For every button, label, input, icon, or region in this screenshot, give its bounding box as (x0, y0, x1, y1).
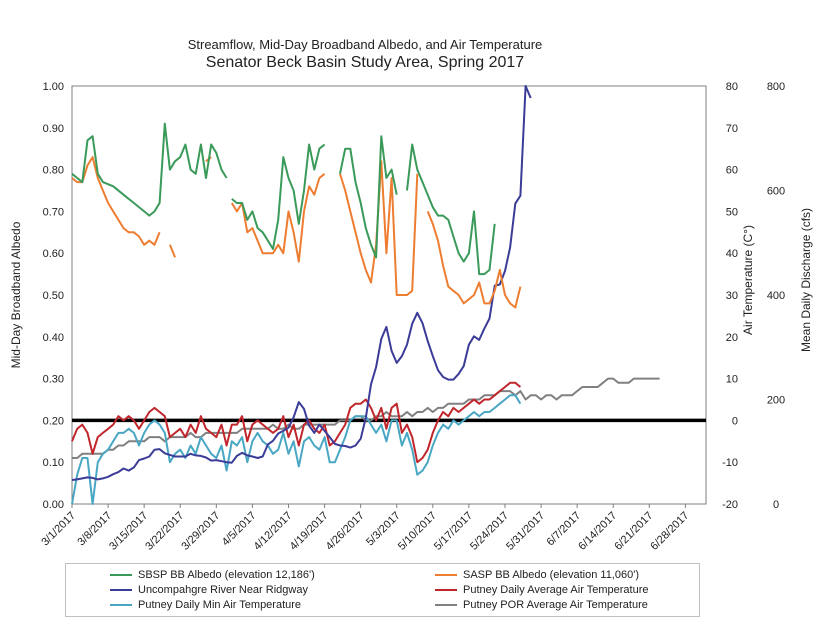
y-discharge-tick-label: 600 (767, 186, 785, 198)
y-temp-tick-label: 10 (726, 374, 738, 386)
legend-label-tmin: Putney Daily Min Air Temperature (138, 599, 302, 611)
chart-title: Streamflow, Mid-Day Broadband Albedo, an… (187, 37, 543, 52)
x-tick-label: 6/14/2017 (576, 510, 619, 553)
y-discharge-tick-label: 800 (767, 81, 785, 93)
x-tick-label: 3/15/2017 (107, 510, 150, 553)
legend-item-sasp: SASP BB Albedo (elevation 11,060') (435, 569, 639, 581)
series-line-uncompahgre-river (71, 85, 532, 481)
x-tick-label: 4/12/2017 (252, 510, 295, 553)
legend-label-sbsp: SBSP BB Albedo (elevation 12,186') (138, 569, 315, 581)
y-discharge-tick-label: 200 (767, 395, 785, 407)
y-left-tick-label: 0.30 (43, 374, 64, 386)
y-left-tick-label: 0.40 (43, 332, 64, 344)
legend-item-tmin: Putney Daily Min Air Temperature (110, 599, 301, 611)
x-tick-label: 4/26/2017 (324, 510, 367, 553)
y-left-tick-label: 0.20 (43, 415, 64, 427)
x-tick-label: 5/31/2017 (504, 510, 547, 553)
x-tick-label: 6/28/2017 (648, 510, 691, 553)
y-temp-tick-label: 20 (726, 332, 738, 344)
legend-label-river: Uncompahgre River Near Ridgway (138, 584, 308, 596)
y-temp-tick-label: -10 (722, 457, 738, 469)
chart-legend: SBSP BB Albedo (elevation 12,186') SASP … (65, 563, 700, 617)
legend-swatch-tpor (435, 604, 457, 606)
x-tick-label: 3/1/2017 (39, 510, 78, 549)
series-line-putney-avg-temp (71, 381, 522, 464)
chart-subtitle: Senator Beck Basin Study Area, Spring 20… (205, 54, 525, 71)
legend-swatch-tmin (110, 604, 132, 606)
y-left-tick-label: 0.70 (43, 206, 64, 218)
y-temp-tick-label: 0 (732, 415, 738, 427)
legend-item-tavg: Putney Daily Average Air Temperature (435, 584, 648, 596)
x-tick-label: 5/10/2017 (396, 510, 439, 553)
y-temp-tick-label: 70 (726, 123, 738, 135)
legend-swatch-river (110, 589, 132, 591)
x-tick-label: 5/17/2017 (432, 510, 475, 553)
legend-swatch-sasp (435, 574, 457, 576)
y-discharge-tick-label: 400 (767, 290, 785, 302)
y-temp-tick-label: 80 (726, 81, 738, 93)
legend-item-sbsp: SBSP BB Albedo (elevation 12,186') (110, 569, 315, 581)
legend-swatch-tavg (435, 589, 457, 591)
legend-label-sasp: SASP BB Albedo (elevation 11,060') (463, 569, 639, 581)
y-left-tick-label: 0.10 (43, 457, 64, 469)
x-tick-label: 3/22/2017 (143, 510, 186, 553)
y-left-tick-label: 0.60 (43, 248, 64, 260)
y-left-tick-label: 0.50 (43, 290, 64, 302)
y-temp-tick-label: 30 (726, 290, 738, 302)
y-left-axis-title: Mid-Day Broadband Albedo (9, 221, 23, 368)
y-temp-axis-title: Air Temperature (C°) (741, 225, 755, 335)
plot-frame (71, 85, 707, 505)
x-tick-label: 5/24/2017 (468, 510, 511, 553)
legend-item-river: Uncompahgre River Near Ridgway (110, 584, 308, 596)
y-discharge-axis-title: Mean Daily Discharge (cfs) (799, 208, 813, 352)
series-line-sbsp-albedo (71, 122, 496, 276)
y-temp-tick-label: 50 (726, 206, 738, 218)
x-tick-label: 3/29/2017 (179, 510, 222, 553)
legend-item-tpor: Putney POR Average Air Temperature (435, 599, 648, 611)
series-line-putney-min-temp (71, 394, 522, 505)
y-temp-tick-label: 60 (726, 165, 738, 177)
x-tick-label: 6/21/2017 (612, 510, 655, 553)
x-tick-label: 4/19/2017 (288, 510, 331, 553)
y-left-tick-label: 0.90 (43, 123, 64, 135)
legend-swatch-sbsp (110, 574, 132, 576)
y-left-tick-label: 1.00 (43, 81, 64, 93)
legend-label-tpor: Putney POR Average Air Temperature (463, 599, 648, 611)
y-discharge-tick-label: 0 (773, 499, 779, 511)
y-temp-tick-label: -20 (722, 499, 738, 511)
legend-label-tavg: Putney Daily Average Air Temperature (463, 584, 649, 596)
y-left-tick-label: 0.80 (43, 165, 64, 177)
y-temp-tick-label: 40 (726, 248, 738, 260)
y-left-tick-label: 0.00 (43, 499, 64, 511)
